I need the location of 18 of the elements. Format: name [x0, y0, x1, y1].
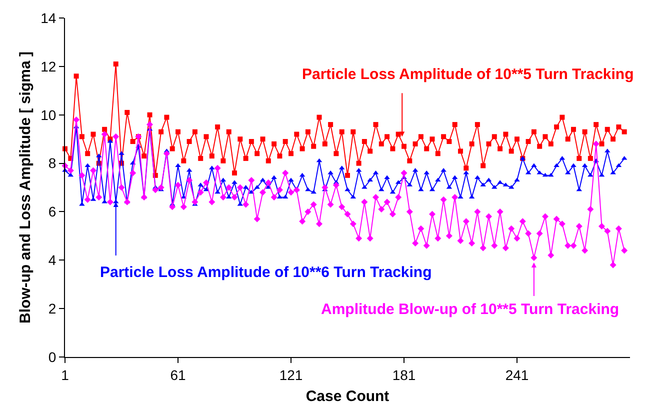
annotation: Particle Loss Amplitude of 10**5 Turn Tracking — [302, 66, 634, 83]
y-tick-label: 2 — [48, 300, 56, 316]
y-tick-label: 12 — [40, 58, 56, 74]
x-axis-title: Case Count — [306, 388, 390, 405]
y-tick-label: 10 — [40, 106, 56, 123]
annotation: Amplitude Blow-up of 10**5 Turn Tracking — [321, 301, 620, 318]
y-tick-label: 0 — [48, 348, 56, 365]
y-tick-label: 6 — [48, 204, 56, 220]
x-tick-label: 61 — [170, 366, 186, 383]
y-tick-label: 4 — [48, 252, 56, 268]
x-tick-label: 1 — [61, 366, 70, 383]
x-tick-label: 241 — [505, 366, 529, 383]
annotation: Particle Loss Amplitude of 10**6 Turn Tracking — [100, 264, 432, 281]
x-tick-label: 121 — [279, 366, 303, 383]
y-tick-label: 8 — [48, 155, 56, 172]
x-tick-label: 181 — [392, 366, 416, 383]
y-tick-label: 14 — [40, 10, 56, 26]
y-axis-title: Blow-up and Loss Amplitude [ sigma ] — [16, 52, 34, 324]
